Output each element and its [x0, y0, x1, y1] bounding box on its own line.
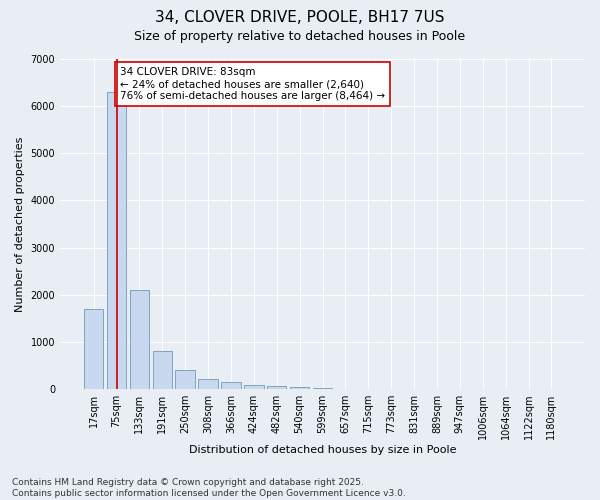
Bar: [130, 290, 149, 389]
Text: 34 CLOVER DRIVE: 83sqm
← 24% of detached houses are smaller (2,640)
76% of semi-: 34 CLOVER DRIVE: 83sqm ← 24% of detached…: [120, 68, 385, 100]
Bar: [199, 378, 218, 389]
Bar: [84, 309, 103, 389]
X-axis label: Distribution of detached houses by size in Poole: Distribution of detached houses by size …: [189, 445, 456, 455]
Bar: [267, 386, 286, 389]
Bar: [221, 382, 241, 389]
Text: Contains HM Land Registry data © Crown copyright and database right 2025.
Contai: Contains HM Land Registry data © Crown c…: [12, 478, 406, 498]
Bar: [244, 385, 263, 389]
Bar: [175, 370, 195, 389]
Bar: [107, 92, 126, 389]
Y-axis label: Number of detached properties: Number of detached properties: [15, 136, 25, 312]
Bar: [313, 388, 332, 389]
Text: 34, CLOVER DRIVE, POOLE, BH17 7US: 34, CLOVER DRIVE, POOLE, BH17 7US: [155, 10, 445, 25]
Bar: [290, 387, 310, 389]
Text: Size of property relative to detached houses in Poole: Size of property relative to detached ho…: [134, 30, 466, 43]
Bar: [152, 352, 172, 389]
